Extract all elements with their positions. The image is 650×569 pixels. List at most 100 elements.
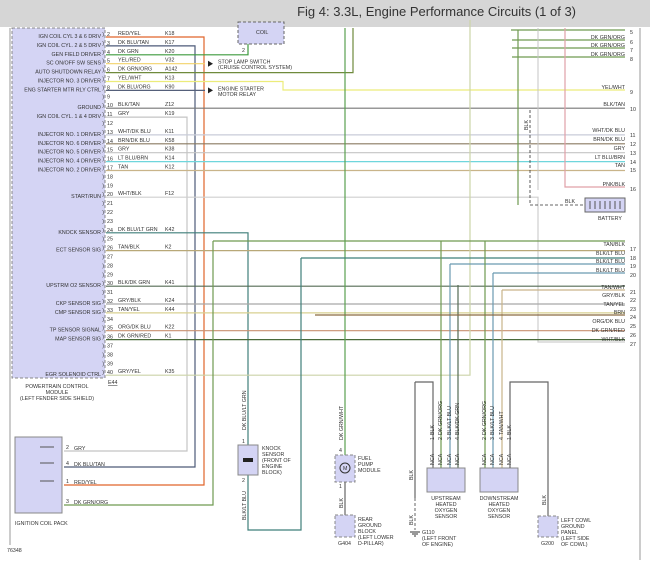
connector-bracket: ) — [102, 272, 104, 278]
upstream-o2-sensor-nca-label: NCA — [455, 453, 461, 465]
wire-pcm-pin-3 — [64, 45, 196, 468]
g110-label: (LEFT FRONT — [422, 536, 457, 542]
coil-pack-wire-label: DK GRN/ORG — [74, 500, 108, 506]
upstream-o2-sensor-pin-number: 4 — [455, 437, 461, 440]
pcm-pin-number: 31 — [107, 290, 113, 296]
pcm-pin-function: IGN COIL CYL 3 & 6 DRIV — [38, 34, 101, 40]
pcm-pin-number: 33 — [107, 308, 113, 314]
coil-pack-pin-number: 2 — [66, 445, 69, 451]
wire-pcm-pin-6 — [106, 28, 354, 74]
coil-label: COIL — [256, 30, 268, 36]
wire-pcm-pin-24 — [106, 232, 249, 445]
upstream-o2-sensor-wire-label: DK GRN/ORG — [438, 401, 444, 435]
upstream-o2-sensor-wire-label: BLK — [430, 425, 436, 435]
pcm-pin-number: 20 — [107, 192, 113, 198]
knock-sensor-label: KNOCK — [262, 446, 281, 452]
right-pin-number: 12 — [630, 142, 636, 148]
fuel-pump-pin-number: 1 — [339, 484, 342, 490]
right-wire-label: DK GRN/RED — [592, 328, 625, 334]
right-pin-number: 6 — [630, 40, 633, 46]
rear-ground-label: REAR — [358, 517, 373, 523]
g110-label: G110 — [422, 530, 435, 536]
rear-ground-label: GROUND — [358, 523, 382, 529]
connector-bracket: ) — [102, 246, 104, 252]
knock-sensor-label: ENGINE — [262, 464, 283, 470]
pcm-pin-function: TP SENSOR SIGNAL — [50, 328, 101, 334]
right-pin-number: 9 — [630, 90, 633, 96]
pcm-pin-number: 5 — [107, 59, 110, 65]
wire-color-label: TAN — [118, 165, 128, 171]
wire-pcm-pin-11 — [64, 116, 188, 452]
pcm-pin-number: 19 — [107, 183, 113, 189]
wire-color-label: WHT/DK BLU — [118, 129, 151, 135]
pcm-pin-number: 25 — [107, 237, 113, 243]
knock-sensor-element-icon — [243, 458, 253, 462]
rear-ground-label: BLOCK — [358, 529, 376, 535]
right-pin-number: 10 — [630, 107, 636, 113]
right-wire-label: ORG/DK BLU — [592, 319, 625, 325]
wire-color-label: GRY — [118, 111, 130, 117]
connector-bracket: ) — [102, 344, 104, 350]
connector-bracket: ) — [102, 94, 104, 100]
downstream-o2-sensor-label: SENSOR — [488, 514, 511, 520]
right-pin-number: 23 — [630, 307, 636, 313]
upstream-o2-sensor-nca-label: NCA — [438, 453, 444, 465]
connector-bracket: ) — [102, 201, 104, 207]
right-pin-number: 27 — [630, 342, 636, 348]
engine-starter-relay-label: ENGINE STARTER — [218, 86, 264, 92]
figure-number: 76348 — [7, 548, 22, 554]
connector-bracket: ) — [102, 41, 104, 47]
pcm-pin-number: 39 — [107, 361, 113, 367]
pcm-pin-number: 3 — [107, 41, 110, 47]
pcm-pin-number: 34 — [107, 317, 113, 323]
pcm-module-box — [11, 27, 106, 379]
connector-bracket: ) — [102, 157, 104, 163]
pcm-pin-function: SC ON/OFF SW SENS — [46, 61, 101, 67]
pcm-pin-number: 35 — [107, 326, 113, 332]
wire-pcm-pin-40 — [106, 20, 471, 376]
wire-battery-ground — [529, 110, 585, 206]
downstream-o2-sensor-nca-label: NCA — [499, 453, 505, 465]
connector-bracket: ) — [102, 77, 104, 83]
connector-bracket: ) — [102, 263, 104, 269]
upstream-o2-sensor-pin-number: 1 — [430, 437, 436, 440]
pcm-pin-number: 11 — [107, 112, 113, 118]
connector-bracket: ) — [102, 317, 104, 323]
connector-bracket: ) — [102, 174, 104, 180]
pcm-pin-function: ENG STARTER MTR RLY CTRL — [24, 87, 101, 93]
right-wire-label: TAN/WHT — [601, 285, 625, 291]
connector-bracket: ) — [102, 68, 104, 74]
stop-lamp-switch-arrow-icon — [208, 60, 213, 67]
wire-color-label: TAN/BLK — [118, 245, 140, 251]
wire-color-label: DK GRN — [118, 49, 139, 55]
knock-sensor-label: SENSOR — [262, 452, 285, 458]
fuel-pump-label: PUMP — [358, 462, 374, 468]
pcm-pin-number: 36 — [107, 335, 113, 341]
pcm-pin-function: START/RUN — [71, 194, 101, 200]
pcm-pin-number: 8 — [107, 85, 110, 91]
title-bar: Fig 4: 3.3L, Engine Performance Circuits… — [0, 0, 650, 27]
right-pin-number: 25 — [630, 324, 636, 330]
wire-pnk-blk — [564, 28, 625, 188]
pcm-pin-number: 24 — [107, 228, 113, 234]
motor-icon — [339, 462, 351, 474]
pcm-pin-number: 10 — [107, 103, 113, 109]
blk-label: BLK — [409, 515, 415, 525]
circuit-id: K35 — [165, 369, 174, 375]
downstream-o2-sensor-wire-label: TAN/WHT — [499, 411, 505, 435]
pcm-pin-function: INJECTOR NO. 2 DRIVER — [38, 168, 101, 174]
upstream-o2-sensor-pin-number: 3 — [447, 437, 453, 440]
stop-lamp-switch-label: (CRUISE CONTROL SYSTEM) — [218, 65, 292, 71]
right-pin-number: 13 — [630, 151, 636, 157]
pcm-pin-number: 21 — [107, 201, 113, 207]
connector-bracket: ) — [102, 59, 104, 65]
circuit-id: K22 — [165, 325, 174, 331]
downstream-o2-sensor-pin-number: 3 — [490, 437, 496, 440]
pcm-pin-number: 28 — [107, 263, 113, 269]
connector-bracket: ) — [102, 237, 104, 243]
wire-color-label: DK GRN/RED — [118, 334, 151, 340]
wire-color-label: RED/YEL — [118, 31, 141, 37]
wire-color-label: ORG/DK BLU — [118, 325, 151, 331]
right-wire-label: TAN — [615, 163, 625, 169]
pcm-pin-number: 2 — [107, 32, 110, 38]
